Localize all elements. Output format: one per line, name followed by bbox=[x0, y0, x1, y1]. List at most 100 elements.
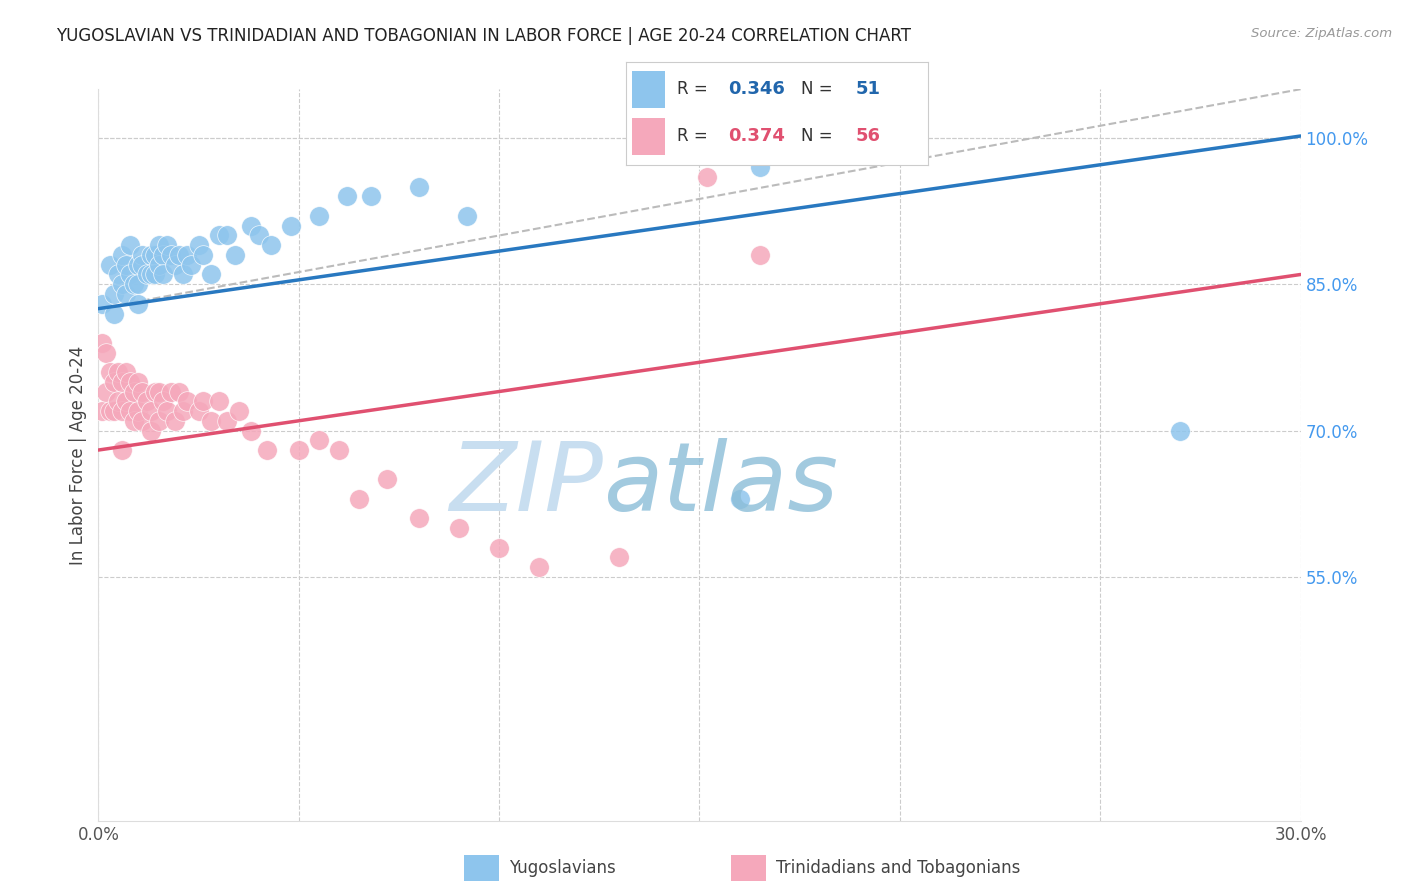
Point bbox=[215, 414, 238, 428]
Point bbox=[103, 404, 125, 418]
Text: 56: 56 bbox=[855, 128, 880, 145]
Point bbox=[120, 268, 142, 282]
Point bbox=[128, 404, 150, 418]
Point bbox=[143, 268, 166, 282]
Point bbox=[111, 375, 134, 389]
Point bbox=[107, 268, 129, 282]
Text: R =: R = bbox=[678, 128, 713, 145]
Point bbox=[159, 384, 181, 399]
Point bbox=[135, 394, 157, 409]
Point bbox=[120, 375, 142, 389]
Point bbox=[103, 287, 125, 301]
Point bbox=[128, 277, 150, 292]
Text: Yugoslavians: Yugoslavians bbox=[509, 859, 616, 877]
Point bbox=[120, 238, 142, 252]
Point bbox=[208, 394, 231, 409]
Point bbox=[96, 384, 118, 399]
Text: ZIP: ZIP bbox=[450, 438, 603, 531]
Point bbox=[139, 404, 162, 418]
Point bbox=[120, 404, 142, 418]
Point bbox=[91, 297, 114, 311]
Point bbox=[167, 384, 190, 399]
Point bbox=[148, 384, 170, 399]
Point bbox=[131, 248, 153, 262]
Point bbox=[609, 550, 631, 565]
Point bbox=[124, 414, 146, 428]
Point bbox=[139, 424, 162, 438]
Point bbox=[124, 384, 146, 399]
Text: 0.374: 0.374 bbox=[728, 128, 786, 145]
Point bbox=[155, 238, 177, 252]
Point bbox=[103, 375, 125, 389]
Point bbox=[103, 306, 125, 320]
Point bbox=[200, 414, 222, 428]
Point bbox=[148, 238, 170, 252]
Point bbox=[115, 287, 138, 301]
Point bbox=[128, 258, 150, 272]
Point bbox=[100, 258, 122, 272]
Point bbox=[215, 228, 238, 243]
Point bbox=[191, 394, 214, 409]
Text: YUGOSLAVIAN VS TRINIDADIAN AND TOBAGONIAN IN LABOR FORCE | AGE 20-24 CORRELATION: YUGOSLAVIAN VS TRINIDADIAN AND TOBAGONIA… bbox=[56, 27, 911, 45]
Point bbox=[408, 511, 430, 525]
Point bbox=[172, 268, 194, 282]
Text: R =: R = bbox=[678, 80, 713, 98]
Point bbox=[155, 404, 177, 418]
Point bbox=[187, 404, 209, 418]
Point bbox=[208, 228, 231, 243]
Point bbox=[288, 443, 311, 458]
Point bbox=[200, 268, 222, 282]
Point bbox=[124, 277, 146, 292]
Point bbox=[115, 258, 138, 272]
Point bbox=[247, 228, 270, 243]
Point bbox=[239, 424, 262, 438]
Point bbox=[696, 169, 718, 184]
Point bbox=[96, 345, 118, 359]
Y-axis label: In Labor Force | Age 20-24: In Labor Force | Age 20-24 bbox=[69, 345, 87, 565]
Point bbox=[360, 189, 382, 203]
Point bbox=[100, 365, 122, 379]
Point bbox=[159, 248, 181, 262]
Point bbox=[748, 160, 770, 174]
Point bbox=[228, 404, 250, 418]
Text: N =: N = bbox=[801, 128, 838, 145]
Point bbox=[163, 414, 186, 428]
Point bbox=[328, 443, 350, 458]
Point bbox=[347, 491, 370, 506]
Point bbox=[91, 404, 114, 418]
Point bbox=[163, 258, 186, 272]
Point bbox=[191, 248, 214, 262]
Point bbox=[143, 248, 166, 262]
Point bbox=[128, 375, 150, 389]
Text: Source: ZipAtlas.com: Source: ZipAtlas.com bbox=[1251, 27, 1392, 40]
Point bbox=[152, 248, 174, 262]
Point bbox=[152, 394, 174, 409]
Point bbox=[176, 248, 198, 262]
Point bbox=[308, 209, 330, 223]
Text: N =: N = bbox=[801, 80, 838, 98]
Point bbox=[111, 404, 134, 418]
Point bbox=[91, 335, 114, 350]
Point bbox=[148, 258, 170, 272]
Text: 51: 51 bbox=[855, 80, 880, 98]
Point bbox=[728, 491, 751, 506]
Point bbox=[111, 248, 134, 262]
Point bbox=[107, 394, 129, 409]
Point bbox=[107, 365, 129, 379]
Text: Trinidadians and Tobagonians: Trinidadians and Tobagonians bbox=[776, 859, 1021, 877]
Point bbox=[131, 384, 153, 399]
Point bbox=[336, 189, 359, 203]
Point bbox=[280, 219, 302, 233]
Point bbox=[1170, 424, 1192, 438]
Point bbox=[135, 268, 157, 282]
Point bbox=[748, 248, 770, 262]
Point bbox=[139, 248, 162, 262]
Point bbox=[128, 297, 150, 311]
Point bbox=[115, 394, 138, 409]
FancyBboxPatch shape bbox=[631, 70, 665, 108]
Point bbox=[143, 384, 166, 399]
Point bbox=[456, 209, 478, 223]
Point bbox=[260, 238, 283, 252]
Point bbox=[139, 268, 162, 282]
Point bbox=[187, 238, 209, 252]
